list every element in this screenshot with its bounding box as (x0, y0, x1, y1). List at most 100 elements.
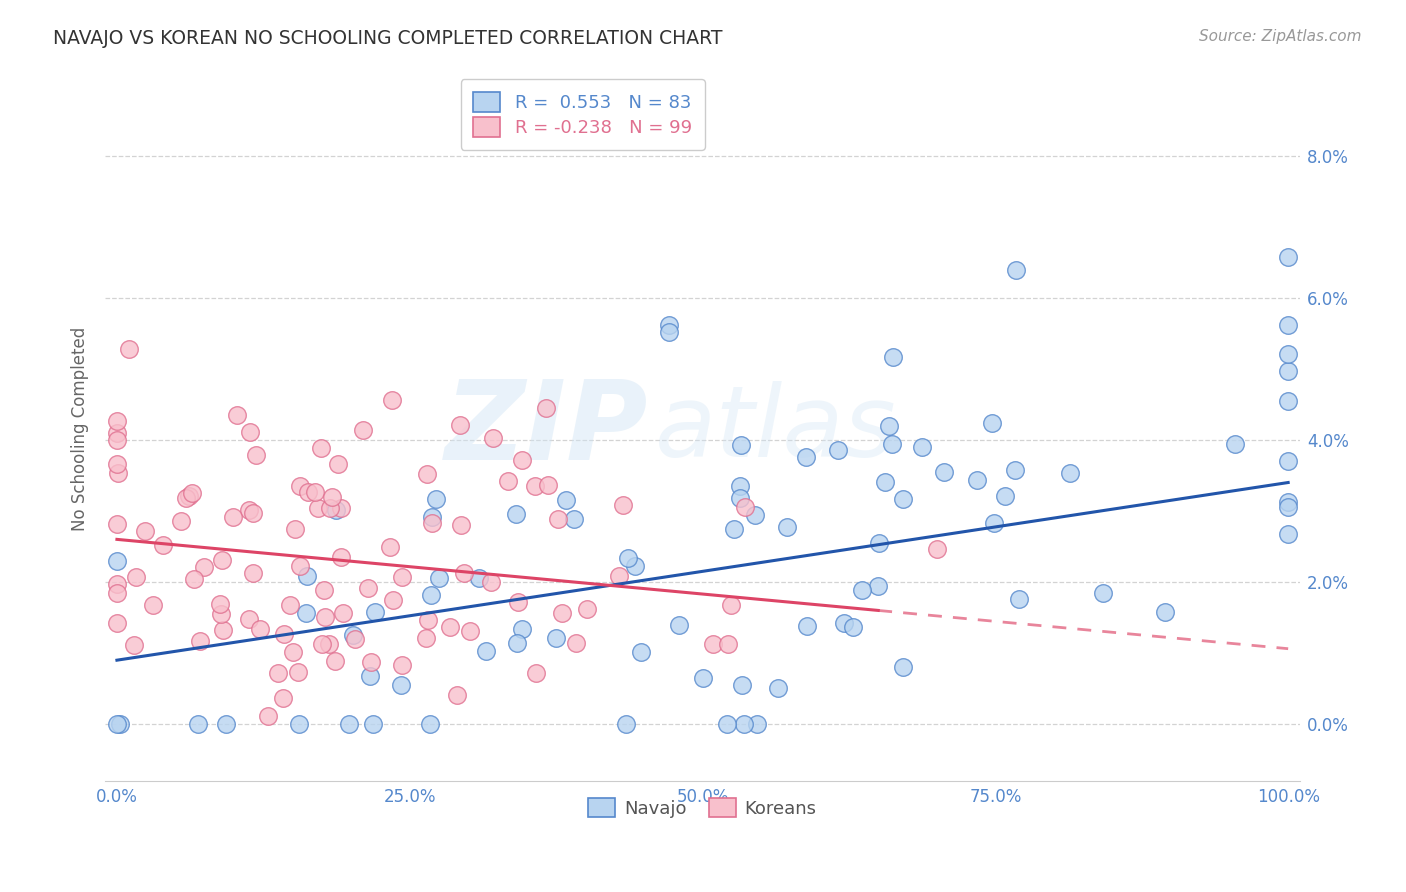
Point (731, 678, 754, 692)
Point (105, 426, 128, 441)
Point (506, 636, 529, 650)
Point (692, 671, 714, 685)
Point (776, 520, 799, 534)
Point (105, 717, 128, 731)
Point (607, 569, 630, 583)
Point (612, 498, 634, 512)
Point (108, 717, 131, 731)
Point (177, 489, 200, 503)
Point (796, 619, 818, 633)
Point (882, 351, 904, 365)
Point (256, 709, 278, 723)
Point (728, 478, 751, 492)
Point (730, 438, 752, 452)
Point (118, 342, 141, 356)
Point (245, 448, 267, 462)
Text: NAVAJO VS KOREAN NO SCHOOLING COMPLETED CORRELATION CHART: NAVAJO VS KOREAN NO SCHOOLING COMPLETED … (53, 29, 723, 47)
Point (211, 553, 233, 567)
Point (249, 622, 271, 636)
Point (271, 690, 294, 705)
Point (181, 486, 204, 500)
Point (105, 577, 128, 591)
Point (290, 559, 312, 574)
Point (425, 492, 447, 507)
Point (733, 717, 755, 731)
Point (419, 717, 441, 731)
Point (183, 572, 205, 586)
Point (420, 516, 443, 531)
Point (882, 437, 904, 451)
Point (1004, 262, 1026, 277)
Point (359, 669, 381, 683)
Point (330, 501, 353, 516)
Point (284, 522, 307, 536)
Point (278, 598, 301, 612)
Point (288, 717, 311, 731)
Point (122, 638, 145, 652)
Point (1277, 394, 1299, 409)
Point (319, 501, 342, 516)
Point (418, 613, 440, 627)
Point (214, 717, 236, 731)
Point (174, 491, 197, 505)
Point (506, 594, 529, 608)
Point (238, 503, 260, 517)
Point (554, 493, 576, 508)
Point (744, 508, 766, 522)
Point (288, 479, 311, 493)
Point (1154, 605, 1177, 619)
Point (187, 717, 209, 731)
Point (1277, 250, 1299, 264)
Point (420, 510, 443, 524)
Point (734, 500, 756, 515)
Point (544, 631, 567, 645)
Point (966, 473, 988, 487)
Point (458, 624, 481, 638)
Point (344, 632, 367, 647)
Text: Source: ZipAtlas.com: Source: ZipAtlas.com (1198, 29, 1361, 44)
Point (564, 512, 586, 526)
Point (295, 606, 318, 620)
Point (827, 443, 849, 458)
Point (537, 478, 560, 492)
Legend: Navajo, Koreans: Navajo, Koreans (581, 790, 824, 825)
Point (325, 502, 347, 516)
Point (107, 466, 129, 480)
Point (416, 467, 439, 482)
Point (222, 510, 245, 524)
Point (142, 598, 165, 612)
Point (360, 656, 382, 670)
Point (378, 540, 401, 554)
Point (891, 660, 914, 674)
Point (267, 666, 290, 681)
Point (730, 491, 752, 506)
Point (981, 417, 1004, 431)
Point (534, 401, 557, 415)
Point (304, 485, 326, 500)
Point (314, 610, 336, 624)
Point (238, 612, 260, 626)
Point (1277, 347, 1299, 361)
Point (332, 606, 354, 620)
Point (342, 628, 364, 642)
Point (716, 716, 738, 731)
Point (1277, 500, 1299, 515)
Point (352, 423, 374, 437)
Point (105, 553, 128, 567)
Point (281, 645, 304, 659)
Point (105, 585, 128, 599)
Point (1092, 586, 1115, 600)
Point (510, 622, 533, 636)
Point (702, 637, 724, 651)
Point (105, 457, 128, 471)
Point (877, 419, 900, 434)
Point (391, 570, 413, 584)
Point (1007, 592, 1029, 607)
Point (193, 560, 215, 574)
Point (312, 583, 335, 598)
Point (318, 637, 340, 651)
Point (1059, 467, 1081, 481)
Point (1277, 495, 1299, 509)
Point (479, 575, 502, 590)
Point (911, 440, 934, 454)
